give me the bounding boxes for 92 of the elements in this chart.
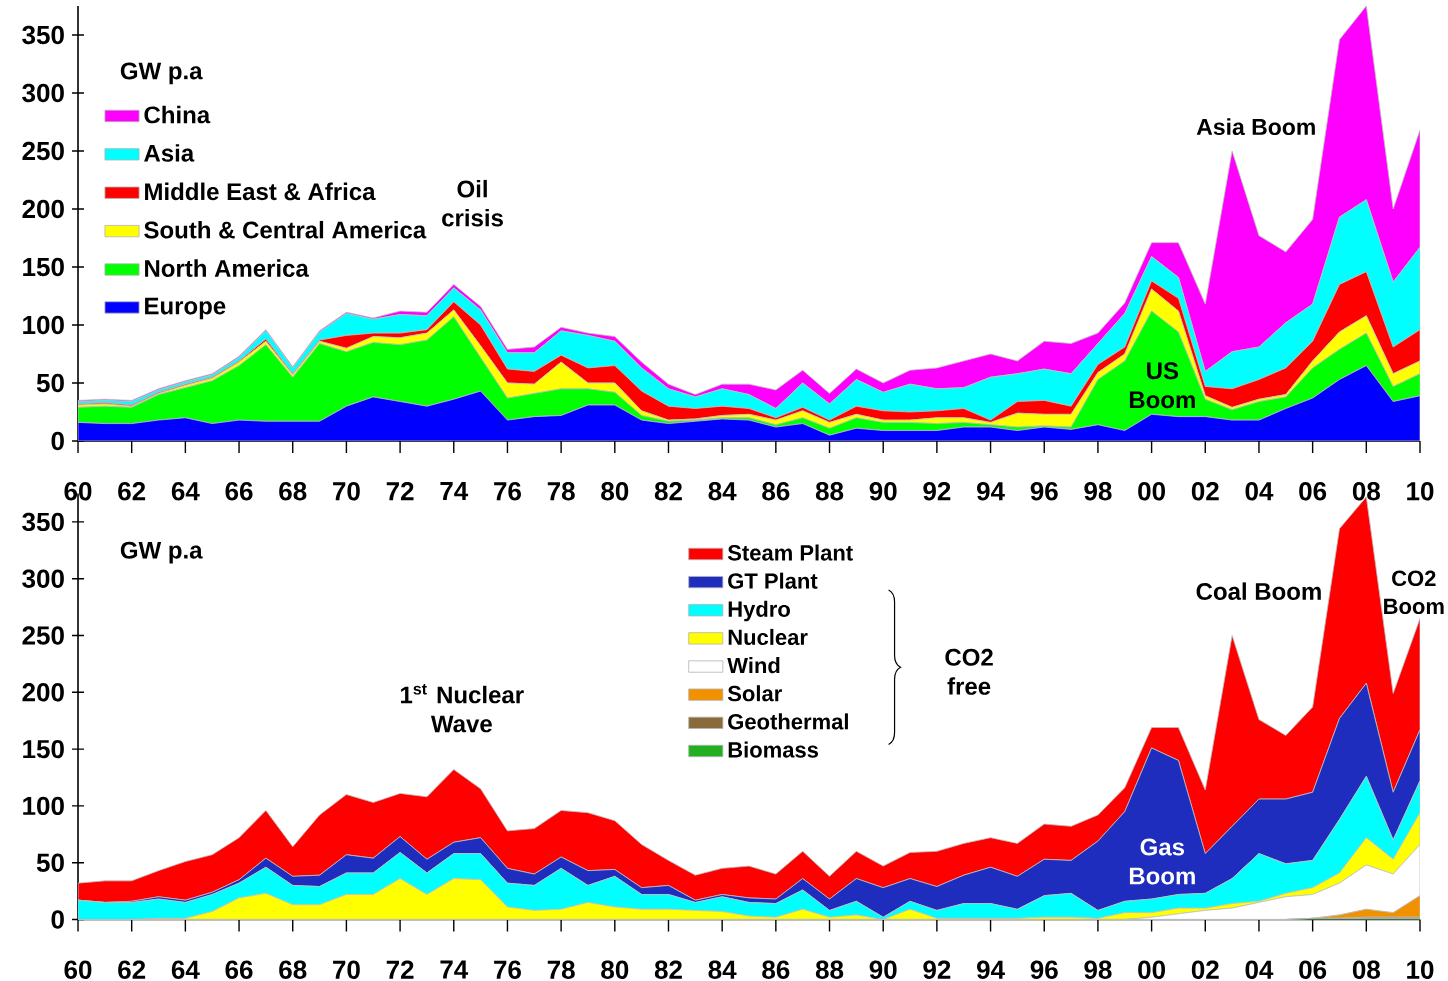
x-tick-label: 80: [601, 960, 629, 979]
legend-label: Middle East & Africa: [145, 182, 376, 201]
x-tick-label: 84: [708, 960, 737, 979]
x-tick-label: 70: [333, 482, 360, 501]
y-axis-title: GW p.a: [120, 62, 203, 85]
y-tick-label: 350: [22, 25, 64, 45]
x-tick-label: 94: [977, 960, 1005, 979]
legend-label: South & Central America: [144, 220, 427, 239]
y-tick-label: 0: [51, 431, 64, 451]
x-tick-label: 60: [64, 960, 92, 979]
x-tick-label: 10: [1407, 482, 1434, 501]
x-tick-label: 68: [279, 960, 307, 979]
annotation: Coal Boom: [1196, 582, 1321, 600]
x-tick-label: 64: [171, 482, 200, 501]
y-tick-label: 0: [51, 910, 64, 929]
x-tick-label: 76: [494, 482, 521, 501]
x-tick-label: 92: [923, 960, 951, 979]
legend-label: Wind: [727, 657, 780, 674]
legend-label: Solar: [727, 685, 782, 702]
x-tick-label: 62: [118, 960, 146, 979]
x-tick-label: 00: [1138, 960, 1165, 979]
annotation: 1$^{st}$ Nuclear Wave: [401, 684, 524, 733]
x-tick-label: 90: [869, 482, 897, 501]
y-tick-label: 200: [22, 199, 64, 219]
x-tick-label: 78: [547, 482, 575, 501]
annotation: Oil crisis: [442, 179, 503, 227]
y-tick-label: 350: [22, 512, 64, 532]
x-tick-label: 98: [1084, 482, 1112, 501]
legend-label: Steam Plant: [727, 544, 853, 561]
x-tick-label: 84: [708, 482, 737, 501]
x-tick-label: 60: [64, 482, 92, 501]
x-tick-label: 06: [1299, 482, 1327, 501]
x-tick-label: 76: [494, 960, 521, 979]
legend-label: Asia: [144, 144, 195, 162]
y-tick-label: 100: [23, 796, 64, 816]
y-tick-label: 150: [23, 739, 64, 759]
legend-label: Europe: [145, 297, 226, 320]
x-tick-label: 98: [1084, 960, 1112, 979]
x-tick-label: 06: [1299, 960, 1327, 979]
x-tick-label: 02: [1191, 960, 1219, 979]
annotation: CO2 free: [945, 648, 993, 695]
x-tick-label: 74: [440, 482, 469, 500]
x-tick-label: 74: [440, 960, 469, 979]
y-tick-label: 250: [22, 141, 64, 161]
x-tick-label: 82: [654, 960, 682, 979]
y-tick-label: 50: [36, 373, 64, 393]
x-tick-label: 80: [601, 482, 629, 501]
annotation: Gas Boom: [1129, 838, 1195, 885]
y-tick-label: 300: [22, 83, 64, 103]
x-tick-label: 62: [118, 482, 146, 501]
x-tick-label: 08: [1352, 960, 1380, 979]
x-tick-label: 64: [171, 960, 200, 979]
x-tick-label: 68: [279, 482, 307, 501]
x-tick-label: 88: [815, 482, 844, 501]
y-tick-label: 50: [36, 853, 64, 872]
y-axis-title: GW p.a: [120, 541, 203, 564]
x-tick-label: 72: [386, 482, 414, 501]
x-tick-label: 10: [1407, 960, 1434, 979]
x-tick-label: 70: [333, 960, 360, 979]
x-tick-label: 04: [1245, 482, 1274, 501]
x-tick-label: 96: [1030, 960, 1058, 979]
x-tick-label: 86: [762, 960, 790, 979]
annotation: Asia Boom: [1196, 118, 1315, 136]
legend-label: North America: [145, 259, 309, 277]
x-tick-label: 66: [225, 960, 253, 979]
x-tick-label: 94: [977, 482, 1005, 501]
legend-label: Biomass: [728, 741, 819, 758]
x-tick-label: 90: [869, 960, 897, 979]
x-tick-label: 00: [1138, 482, 1165, 501]
x-tick-label: 88: [815, 960, 844, 979]
legend-label: Nuclear: [728, 628, 808, 646]
x-tick-label: 96: [1030, 482, 1058, 501]
y-tick-label: 150: [23, 257, 64, 277]
legend-label: Geothermal: [728, 713, 848, 730]
x-tick-label: 02: [1191, 482, 1219, 501]
y-tick-label: 250: [22, 626, 64, 645]
legend-label: China: [144, 105, 211, 124]
legend-label: GT Plant: [728, 572, 818, 589]
annotation: CO2 Boom: [1384, 570, 1444, 615]
y-tick-label: 300: [22, 569, 64, 588]
x-tick-label: 86: [762, 482, 790, 501]
x-tick-label: 82: [654, 482, 682, 501]
x-tick-label: 92: [923, 482, 951, 501]
annotation: US Boom: [1129, 362, 1195, 409]
x-tick-label: 78: [547, 960, 575, 979]
legend-label: Hydro: [728, 600, 790, 622]
x-tick-label: 08: [1352, 482, 1380, 501]
y-tick-label: 100: [23, 315, 64, 335]
y-tick-label: 200: [22, 683, 64, 702]
x-tick-label: 66: [225, 482, 253, 501]
x-tick-label: 72: [386, 960, 414, 979]
x-tick-label: 04: [1245, 960, 1274, 979]
